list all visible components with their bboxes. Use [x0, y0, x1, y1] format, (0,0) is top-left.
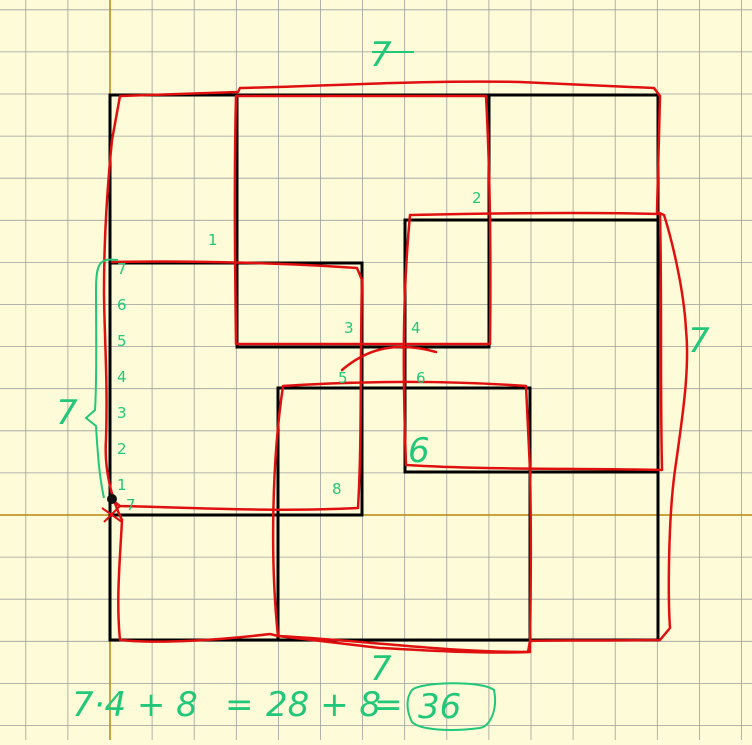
black-outer-square: [108, 93, 660, 642]
red-center-arc: [340, 345, 438, 372]
black-squares: [108, 93, 660, 642]
origin-dot: [107, 494, 117, 504]
origin-cross: [101, 505, 123, 523]
count-label-3: 3: [344, 319, 354, 337]
formula-result: 36: [418, 687, 461, 727]
result-circle: [406, 682, 496, 731]
side-label-right: 7: [688, 321, 710, 361]
count-label-2: 2: [472, 189, 482, 207]
red-outline-left-square: [110, 260, 364, 511]
count-label-7: 7: [126, 496, 136, 514]
red-outline-bottom-square: [271, 380, 533, 654]
ruler-digit: 3: [117, 404, 127, 422]
red-outline-right-square: [402, 211, 664, 472]
ruler-digit: 6: [117, 296, 127, 314]
side-label-bottom: 7: [370, 649, 392, 689]
left-brace: [84, 258, 119, 499]
left-ruler-digits: 7 6 5 4 3 2 1: [117, 260, 127, 494]
count-label-6: 6: [416, 369, 426, 387]
red-outline-top-square: [233, 94, 492, 346]
red-outlines: [102, 80, 689, 654]
formula-part-b: 28 + 8: [266, 685, 381, 725]
ruler-digit: 5: [117, 332, 127, 350]
ruler-digit: 4: [117, 368, 127, 386]
count-label-1: 1: [208, 231, 218, 249]
ruler-digit: 7: [117, 260, 127, 278]
count-label-6b: 6: [408, 431, 430, 471]
side-label-left: 7: [56, 393, 78, 433]
formula-equals-2: =: [374, 685, 403, 725]
count-label-5: 5: [338, 369, 348, 387]
ruler-digit: 1: [117, 476, 127, 494]
formula-equals-1: =: [225, 685, 254, 725]
ruler-digit: 2: [117, 440, 127, 458]
count-label-8: 8: [332, 480, 342, 498]
count-label-4: 4: [411, 319, 421, 337]
red-outline-perimeter: [102, 80, 689, 654]
formula-part-a: 7·4 + 8: [72, 685, 198, 725]
side-label-top: 7: [370, 35, 392, 75]
